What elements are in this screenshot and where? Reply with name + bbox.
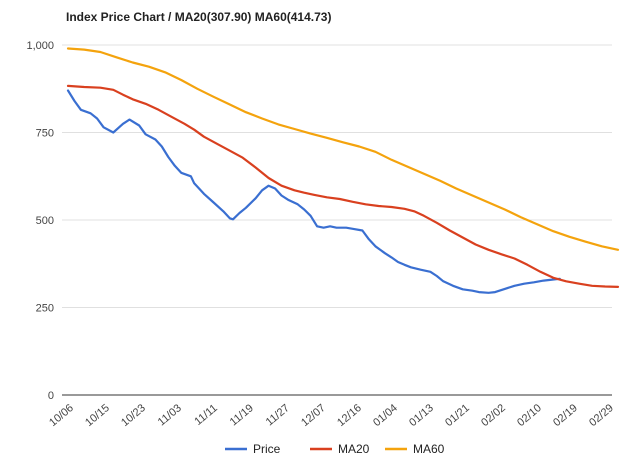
y-tick-label: 750 <box>36 128 54 140</box>
x-tick-label: 02/10 <box>515 402 544 429</box>
legend-label-price: Price <box>253 442 281 456</box>
x-tick-label: 02/19 <box>551 402 580 429</box>
y-tick-label: 0 <box>48 390 54 402</box>
x-tick-label: 02/29 <box>587 402 616 429</box>
x-tick-label: 10/06 <box>47 402 76 429</box>
x-tick-label: 12/07 <box>299 402 328 429</box>
x-tick-label: 01/13 <box>407 402 436 429</box>
x-tick-label: 10/23 <box>119 402 148 429</box>
y-tick-label: 500 <box>36 215 54 227</box>
x-tick-label: 11/03 <box>156 402 184 428</box>
x-tick-label: 10/15 <box>83 402 112 429</box>
series-line-ma60 <box>66 47 620 251</box>
chart-title: Index Price Chart / MA20(307.90) MA60(41… <box>66 10 332 24</box>
y-tick-label: 250 <box>36 303 54 315</box>
x-tick-label: 12/16 <box>335 402 364 429</box>
legend-label-ma20: MA20 <box>338 442 370 456</box>
x-tick-label: 11/19 <box>228 402 256 428</box>
legend-label-ma60: MA60 <box>413 442 445 456</box>
series-line-price <box>66 89 561 294</box>
x-tick-label: 01/04 <box>371 402 400 429</box>
series-line-ma20 <box>66 84 620 288</box>
x-tick-label: 11/11 <box>192 402 220 428</box>
x-tick-label: 02/02 <box>479 402 508 429</box>
x-tick-label: 01/21 <box>443 402 472 429</box>
y-tick-label: 1,000 <box>26 40 54 52</box>
x-tick-label: 11/27 <box>264 402 292 428</box>
